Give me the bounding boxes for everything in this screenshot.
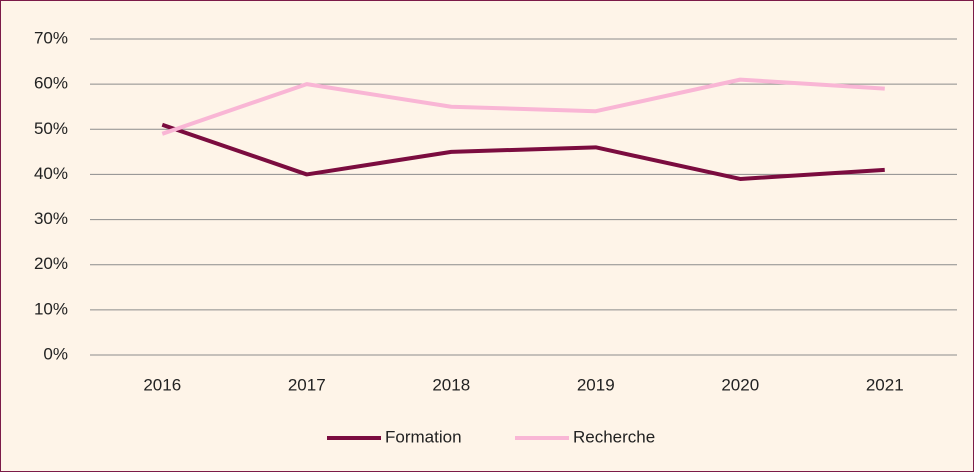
x-tick-label: 2016 [143,375,181,394]
x-tick-label: 2019 [577,375,615,394]
y-tick-label: 10% [34,299,68,318]
y-tick-label: 40% [34,164,68,183]
series-line [161,122,885,181]
y-tick-label: 70% [34,28,68,47]
series-line [161,77,885,136]
y-tick-label: 30% [34,209,68,228]
x-tick-label: 2020 [721,375,759,394]
y-tick-label: 20% [34,254,68,273]
x-tick-label: 2021 [866,375,904,394]
y-tick-label: 60% [34,74,68,93]
x-tick-label: 2017 [288,375,326,394]
x-tick-label: 2018 [432,375,470,394]
y-tick-label: 50% [34,119,68,138]
y-tick-label: 0% [43,344,68,363]
legend-label: Formation [385,427,462,446]
legend-label: Recherche [573,427,655,446]
